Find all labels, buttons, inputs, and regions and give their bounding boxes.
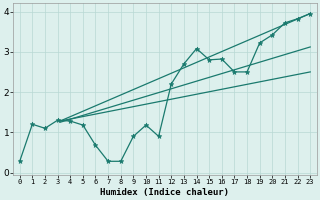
X-axis label: Humidex (Indice chaleur): Humidex (Indice chaleur) [100,188,229,197]
